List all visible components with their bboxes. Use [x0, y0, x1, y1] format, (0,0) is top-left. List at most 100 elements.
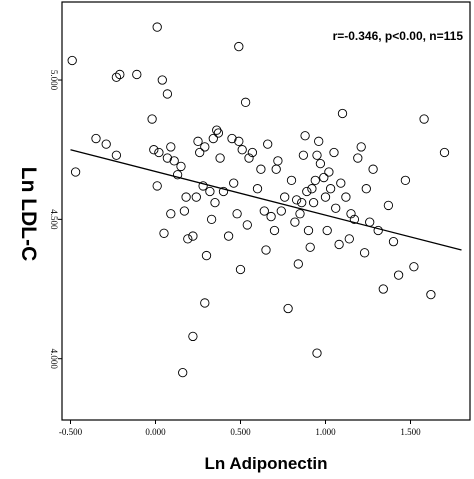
data-point	[218, 186, 229, 197]
data-point	[200, 142, 210, 152]
data-point	[286, 175, 297, 185]
data-point	[234, 41, 244, 52]
data-point	[223, 231, 234, 241]
data-point	[152, 181, 162, 191]
data-point	[132, 69, 142, 80]
data-point	[308, 197, 319, 208]
y-tick-label: 4.500	[49, 209, 59, 230]
data-point	[302, 186, 312, 197]
data-point	[227, 133, 237, 144]
data-point	[191, 192, 201, 202]
data-point	[200, 298, 210, 308]
data-point	[359, 248, 370, 258]
x-tick-label: 0.500	[230, 427, 251, 437]
data-point	[305, 242, 315, 252]
data-point	[298, 150, 309, 160]
data-point	[263, 139, 273, 149]
data-point	[315, 158, 326, 169]
data-point	[111, 72, 122, 82]
regression-line	[70, 149, 462, 251]
data-point	[344, 234, 354, 244]
data-point	[334, 239, 344, 250]
data-point	[426, 289, 436, 300]
data-point	[256, 164, 266, 174]
data-point	[409, 262, 419, 272]
data-point	[319, 172, 329, 183]
data-point	[232, 209, 242, 219]
data-point	[252, 184, 263, 194]
x-axis-label: Ln Adiponectin	[204, 454, 327, 473]
data-point	[356, 142, 366, 152]
data-point	[439, 147, 450, 158]
data-point	[201, 250, 212, 261]
data-point	[115, 69, 125, 80]
data-point	[242, 220, 252, 230]
data-point	[346, 209, 356, 219]
data-point	[353, 153, 363, 163]
data-point	[283, 303, 293, 314]
data-point	[373, 225, 383, 236]
data-point	[331, 203, 341, 213]
data-point	[205, 186, 215, 197]
data-point	[325, 184, 336, 194]
y-axis-ticks: 4.000 4.500 5.000	[49, 70, 62, 369]
data-point	[259, 206, 269, 216]
data-point	[162, 89, 173, 99]
data-point	[290, 217, 300, 227]
data-point	[206, 214, 217, 225]
data-point	[388, 237, 399, 247]
data-point	[152, 22, 162, 32]
data-point	[188, 331, 198, 342]
data-point	[320, 192, 331, 202]
data-point	[237, 145, 247, 155]
data-point	[261, 245, 271, 255]
correlation-annotation: r=-0.346, p<0.00, n=115	[333, 29, 464, 43]
data-point	[329, 147, 339, 158]
data-point	[215, 153, 225, 163]
data-point	[234, 136, 244, 146]
data-point	[266, 211, 276, 222]
data-point	[178, 367, 188, 378]
data-point	[295, 209, 305, 219]
data-point	[101, 139, 111, 149]
data-point	[179, 206, 190, 216]
data-point	[212, 125, 222, 135]
data-point	[314, 136, 324, 146]
data-point	[300, 131, 310, 141]
data-point	[147, 114, 157, 124]
y-tick-label: 5.000	[49, 70, 59, 91]
data-point	[324, 167, 334, 177]
data-point	[162, 153, 173, 163]
y-tick-label: 4.000	[49, 349, 59, 370]
data-point	[70, 167, 81, 177]
data-point	[291, 195, 302, 205]
data-point	[91, 133, 101, 144]
data-point	[166, 209, 176, 219]
data-point	[393, 270, 404, 280]
data-point	[183, 234, 193, 244]
y-axis-label: Ln LDL-C	[17, 167, 40, 261]
data-point	[307, 184, 317, 194]
x-tick-label: -0.500	[59, 427, 83, 437]
data-point	[166, 142, 176, 152]
data-point	[368, 164, 378, 174]
data-point	[312, 150, 322, 160]
x-tick-label: 1.500	[400, 427, 421, 437]
x-tick-label: 1.000	[315, 427, 336, 437]
data-point	[273, 156, 283, 166]
data-point	[247, 147, 258, 158]
data-point	[297, 197, 307, 208]
data-point	[181, 192, 191, 202]
data-point	[188, 231, 198, 241]
data-point	[149, 145, 159, 155]
x-axis-ticks: -0.500 0.000 0.500 1.000 1.500	[59, 420, 421, 437]
data-point	[159, 228, 169, 238]
data-point	[419, 114, 429, 124]
data-point	[195, 147, 205, 158]
data-point	[154, 147, 164, 158]
data-point	[213, 128, 224, 138]
data-point	[276, 206, 286, 216]
data-point	[303, 225, 314, 236]
data-point	[235, 264, 246, 275]
